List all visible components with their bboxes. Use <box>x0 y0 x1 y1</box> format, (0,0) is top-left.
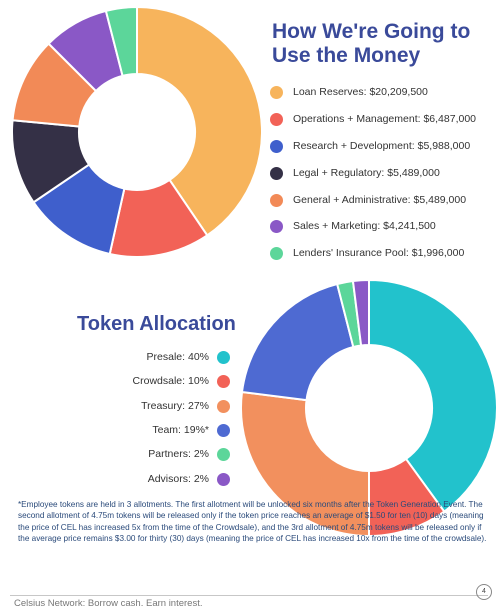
legend-swatch <box>270 139 283 153</box>
legend-label: Crowdsale: 10% <box>132 375 209 387</box>
legend-item-sales: Sales + Marketing: $4,241,500 <box>270 218 436 234</box>
legend-item-general: General + Administrative: $5,489,000 <box>270 192 466 208</box>
legend-swatch <box>270 112 283 126</box>
legend-item-insurance: Lenders' Insurance Pool: $1,996,000 <box>270 245 464 261</box>
legend-swatch <box>217 472 230 486</box>
legend-swatch <box>270 246 283 260</box>
legend-item-advisors: Advisors: 2% <box>148 471 230 487</box>
chart-title-money: How We're Going to Use the Money <box>272 20 471 67</box>
legend-label: Presale: 40% <box>146 351 209 363</box>
legend-item-partners: Partners: 2% <box>148 446 230 462</box>
legend-swatch <box>217 350 230 364</box>
legend-label: Legal + Regulatory: $5,489,000 <box>293 167 440 179</box>
legend-label: Team: 19%* <box>152 424 209 436</box>
legend-label: Research + Development: $5,988,000 <box>293 140 471 152</box>
legend-item-treasury: Treasury: 27% <box>141 398 230 414</box>
token-donut-slice-5 <box>351 278 370 347</box>
legend-item-presale: Presale: 40% <box>147 349 230 365</box>
legend-swatch <box>217 399 230 413</box>
legend-swatch <box>217 374 230 388</box>
legend-swatch <box>270 219 283 233</box>
legend-swatch <box>270 193 283 207</box>
chart-title-token: Token Allocation <box>77 313 236 335</box>
footer-divider <box>10 595 488 596</box>
legend-swatch <box>270 85 283 99</box>
token-donut-slice-0 <box>368 278 498 513</box>
legend-item-legal: Legal + Regulatory: $5,489,000 <box>270 165 440 181</box>
footer-text: Celsius Network: Borrow cash. Earn inter… <box>14 598 203 609</box>
legend-label: Partners: 2% <box>148 448 209 460</box>
legend-label: Loan Reserves: $20,209,500 <box>293 86 428 98</box>
token-donut-slice-2 <box>240 390 370 538</box>
legend-label: Sales + Marketing: $4,241,500 <box>293 220 436 232</box>
page-number: 4 <box>476 584 492 600</box>
legend-item-operations: Operations + Management: $6,487,000 <box>270 111 476 127</box>
token-donut-slice-3 <box>240 282 355 402</box>
legend-item-team: Team: 19%* <box>152 422 230 438</box>
footnote: *Employee tokens are held in 3 allotment… <box>18 500 487 543</box>
money-donut-slice-0 <box>136 5 263 237</box>
money-donut-slice-6 <box>104 5 138 78</box>
legend-item-loan-reserves: Loan Reserves: $20,209,500 <box>270 84 428 100</box>
legend-label: Treasury: 27% <box>141 400 209 412</box>
legend-label: Operations + Management: $6,487,000 <box>293 113 477 125</box>
legend-swatch <box>217 447 230 461</box>
legend-item-research: Research + Development: $5,988,000 <box>270 138 470 154</box>
legend-swatch <box>217 423 230 437</box>
legend-label: General + Administrative: $5,489,000 <box>293 194 467 206</box>
legend-label: Lenders' Insurance Pool: $1,996,000 <box>293 247 465 259</box>
legend-swatch <box>270 166 283 180</box>
legend-label: Advisors: 2% <box>147 473 209 485</box>
legend-item-crowdsale: Crowdsale: 10% <box>133 373 230 389</box>
